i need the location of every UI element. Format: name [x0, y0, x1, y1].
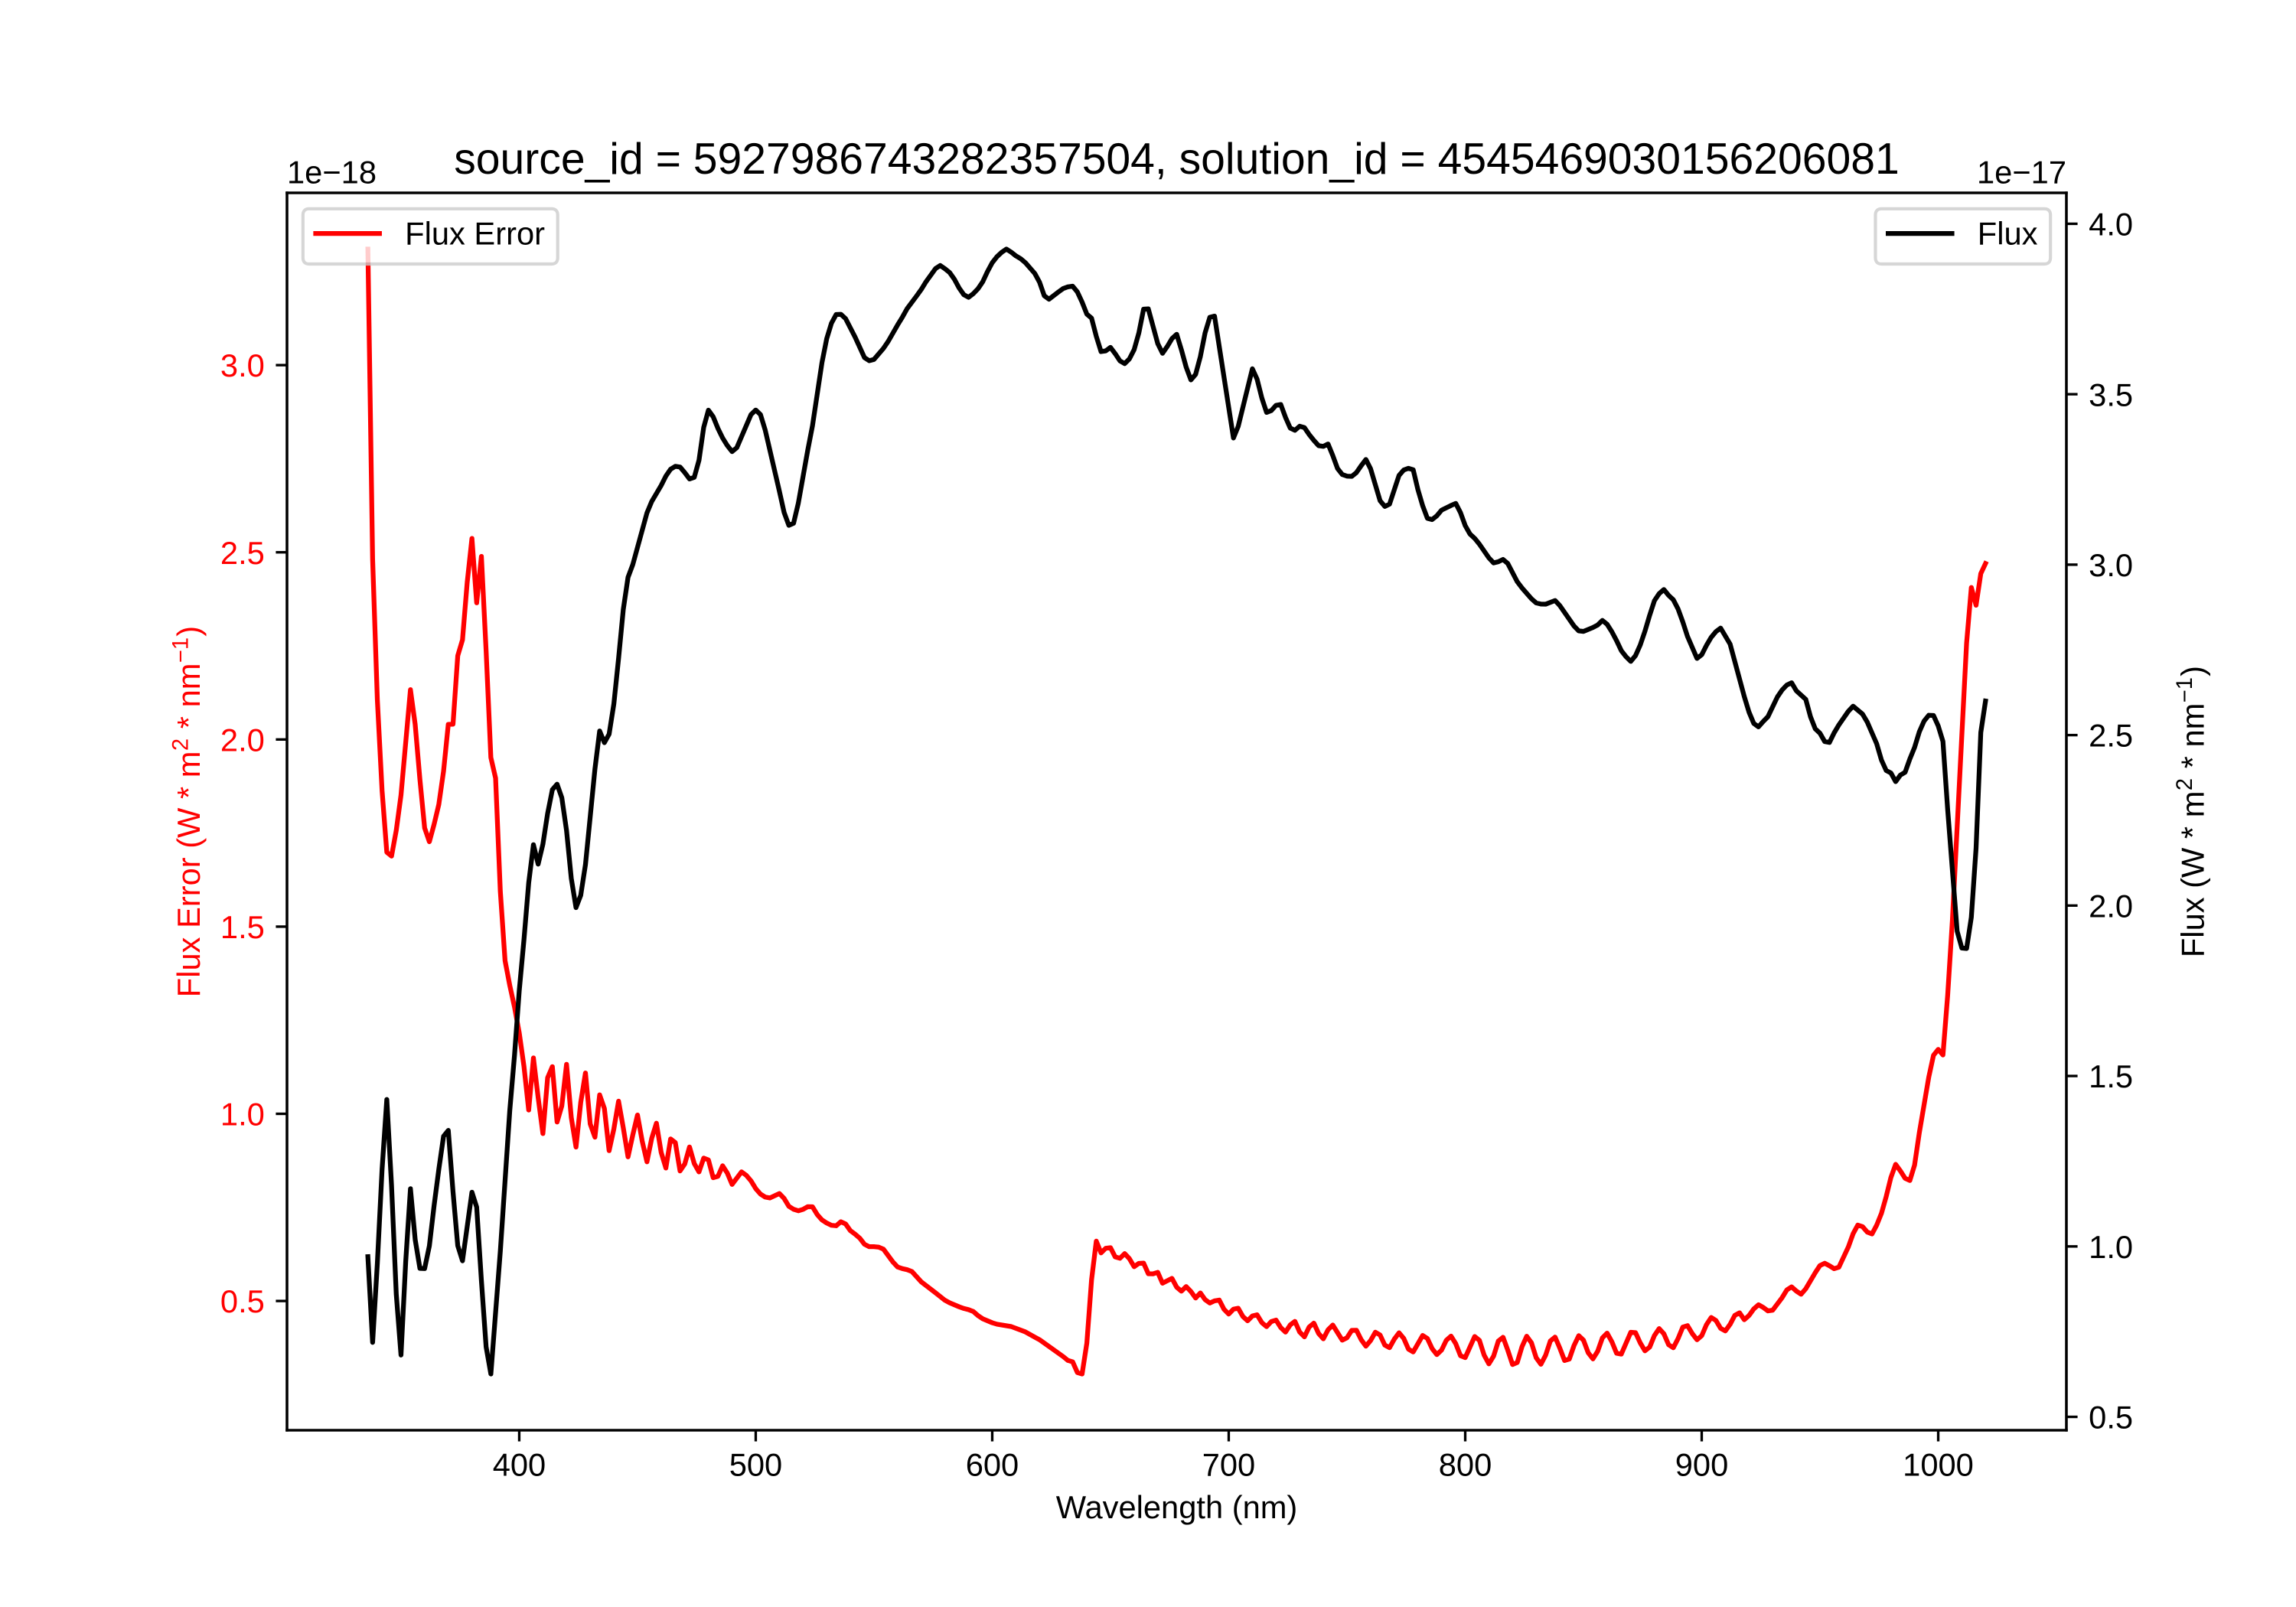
svg-text:3.0: 3.0 [220, 347, 265, 383]
svg-text:500: 500 [729, 1446, 783, 1482]
svg-text:Wavelength (nm): Wavelength (nm) [1056, 1489, 1298, 1525]
svg-text:1.0: 1.0 [2089, 1229, 2133, 1265]
svg-text:700: 700 [1202, 1446, 1256, 1482]
svg-text:source_id = 592798674328235750: source_id = 5927986743282357504, solutio… [454, 135, 1899, 184]
svg-text:1000: 1000 [1903, 1446, 1974, 1482]
svg-text:1.0: 1.0 [220, 1097, 265, 1133]
svg-text:2.5: 2.5 [220, 535, 265, 571]
svg-text:2.0: 2.0 [220, 722, 265, 758]
svg-text:1e−17: 1e−17 [1977, 154, 2066, 190]
svg-text:0.5: 0.5 [2089, 1400, 2133, 1436]
svg-text:2.5: 2.5 [2089, 718, 2133, 754]
svg-text:1.5: 1.5 [220, 909, 265, 945]
svg-text:1.5: 1.5 [2089, 1058, 2133, 1094]
svg-text:0.5: 0.5 [220, 1283, 265, 1319]
svg-text:F l u x: F l u x E r r o r ( W * m * n m ) [142, 611, 210, 997]
svg-text:4.0: 4.0 [2089, 207, 2133, 243]
svg-text:F l u x: F l u x ( W * m * n m ) 2 − 1 [2147, 651, 2215, 957]
svg-text:2.0: 2.0 [2089, 888, 2133, 924]
svg-text:800: 800 [1439, 1446, 1492, 1482]
svg-text:1e−18: 1e−18 [287, 154, 377, 190]
svg-text:3.5: 3.5 [2089, 376, 2133, 412]
svg-text:600: 600 [966, 1446, 1019, 1482]
svg-text:900: 900 [1675, 1446, 1729, 1482]
svg-text:400: 400 [493, 1446, 546, 1482]
svg-text:Flux Error: Flux Error [405, 216, 545, 252]
svg-text:3.0: 3.0 [2089, 547, 2133, 583]
svg-text:Flux: Flux [1978, 216, 2038, 252]
